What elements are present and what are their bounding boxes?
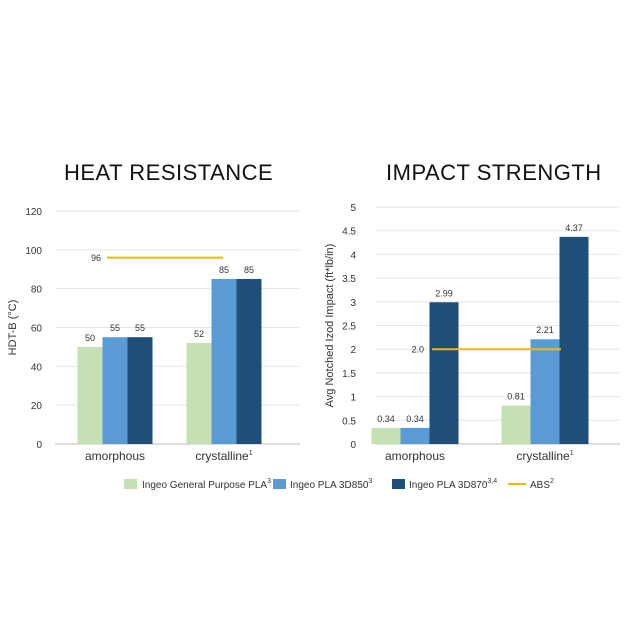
bar-value-label: 85 (219, 265, 229, 275)
x-tick-label: amorphous (385, 449, 445, 463)
bar (429, 302, 459, 444)
y-tick-label: 0.5 (342, 416, 356, 427)
bar-value-label: 55 (110, 323, 120, 333)
bar (371, 427, 401, 444)
y-tick-label: 20 (31, 401, 43, 412)
y-axis-label: Avg Notched Izod Impact (ft*lb/in) (324, 244, 336, 408)
y-tick-label: 120 (25, 207, 42, 218)
y-tick-label: 4 (350, 250, 356, 261)
chart-title-heat-resistance: HEAT RESISTANCE (64, 160, 274, 185)
bar-value-label: 2.99 (435, 288, 453, 298)
abs-reference-label: 2.0 (411, 345, 424, 355)
x-tick-label: amorphous (85, 449, 145, 463)
bar (501, 405, 531, 444)
y-tick-label: 2.5 (342, 322, 356, 333)
bar (559, 236, 589, 444)
legend-swatch (124, 479, 137, 489)
bar (186, 343, 212, 444)
bar (400, 427, 430, 444)
x-tick-label: crystalline1 (195, 449, 252, 463)
y-tick-label: 0 (350, 440, 356, 451)
bar-value-label: 0.81 (507, 392, 525, 402)
chart-legend: Ingeo General Purpose PLA3 Ingeo PLA 3D85… (124, 478, 554, 491)
impact-strength-chart: 0 0.5 1 1.5 2 2.5 3 3.5 4 4.5 5 Avg Notched Izod Im… (324, 203, 620, 463)
heat-resistance-chart: 0 20 40 60 80 100 120 HDT-B (°C) 50 55 55 amorphous… (7, 207, 300, 463)
bar-value-label: 52 (194, 329, 204, 339)
bar (236, 278, 262, 444)
legend-label: ABS2 (530, 478, 554, 491)
legend-swatch (392, 479, 405, 489)
bar-value-label: 85 (244, 265, 254, 275)
chart-title-impact-strength: IMPACT STRENGTH (386, 160, 602, 185)
y-tick-label: 3.5 (342, 274, 356, 285)
legend-label: Ingeo General Purpose PLA3 (142, 478, 271, 491)
y-axis-label: HDT-B (°C) (7, 300, 19, 356)
bar (77, 346, 103, 444)
bar (211, 278, 237, 444)
y-tick-label: 0 (36, 440, 42, 451)
y-tick-label: 60 (31, 324, 43, 335)
bar-value-label: 55 (135, 323, 145, 333)
y-tick-label: 80 (31, 285, 43, 296)
bar-value-label: 2.21 (536, 325, 554, 335)
abs-reference-label: 96 (91, 253, 101, 263)
y-tick-label: 100 (25, 246, 42, 257)
bar-value-label: 4.37 (565, 223, 583, 233)
y-tick-label: 5 (350, 203, 356, 214)
x-tick-label: crystalline1 (516, 449, 573, 463)
bar (127, 337, 153, 444)
y-tick-label: 1 (350, 393, 356, 404)
y-tick-label: 4.5 (342, 227, 356, 238)
y-tick-label: 3 (350, 298, 356, 309)
bar (102, 337, 128, 444)
y-tick-label: 40 (31, 362, 43, 373)
bar-value-label: 0.34 (377, 414, 395, 424)
y-tick-label: 1.5 (342, 369, 356, 380)
legend-label: Ingeo PLA 3D8703,4 (409, 478, 497, 491)
bar-value-label: 50 (85, 333, 95, 343)
legend-label: Ingeo PLA 3D8503 (290, 478, 372, 491)
legend-swatch (273, 479, 286, 489)
bar (530, 339, 560, 444)
bar-value-label: 0.34 (406, 414, 424, 424)
y-tick-label: 2 (350, 345, 356, 356)
